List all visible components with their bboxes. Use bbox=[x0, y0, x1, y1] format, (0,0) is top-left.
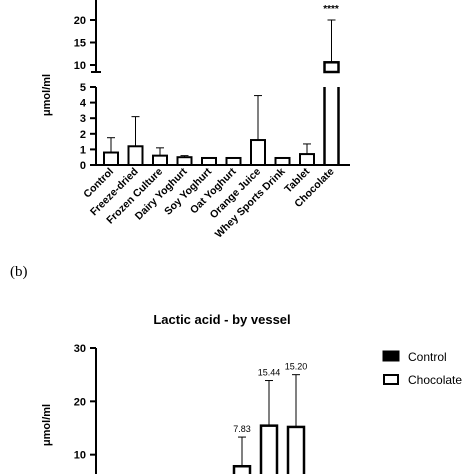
top-chart: μmol/ml 0 1 2 3 4 5 10 15 20 ControlFreeze-dried… bbox=[41, 0, 350, 241]
top-y-axis-title: μmol/ml bbox=[41, 74, 53, 116]
legend-swatch-control bbox=[382, 350, 400, 362]
legend-label-chocolate: Chocolate bbox=[408, 373, 462, 387]
top-y-tick-label: 2 bbox=[80, 129, 86, 141]
top-bar bbox=[201, 156, 217, 166]
legend: Control Chocolate bbox=[382, 350, 462, 387]
top-bar bbox=[152, 154, 168, 166]
top-bar bbox=[225, 156, 242, 166]
top-bar bbox=[274, 156, 291, 166]
bottom-data-label: 15.44 bbox=[258, 368, 281, 378]
top-y-tick-label: 1 bbox=[80, 144, 86, 156]
top-bar bbox=[323, 87, 340, 165]
top-y-tick-label: 10 bbox=[74, 60, 86, 72]
bottom-y-axis-title: μmol/ml bbox=[41, 404, 53, 446]
bottom-y-tick-label: 30 bbox=[74, 343, 86, 355]
top-axes: 0 1 2 3 4 5 10 15 20 bbox=[74, 0, 350, 172]
bottom-bar bbox=[232, 464, 252, 474]
panel-label: (b) bbox=[10, 264, 28, 280]
bottom-y-tick-label: 20 bbox=[74, 396, 86, 408]
bottom-chart: Lactic acid - by vessel μmol/ml 10 20 30 7… bbox=[41, 312, 462, 474]
top-bar bbox=[323, 61, 340, 74]
top-bar bbox=[103, 151, 119, 167]
top-y-tick-label: 0 bbox=[80, 160, 86, 172]
legend-label-control: Control bbox=[408, 350, 447, 364]
top-y-tick-label: 20 bbox=[74, 15, 86, 27]
top-y-tick-label: 15 bbox=[74, 38, 86, 50]
legend-swatch-chocolate bbox=[383, 374, 399, 385]
top-bar bbox=[250, 139, 266, 166]
significance-annotation: **** bbox=[323, 4, 339, 15]
top-y-tick-label: 4 bbox=[80, 98, 87, 110]
top-bar bbox=[176, 156, 193, 166]
bottom-data-label: 15.20 bbox=[285, 362, 308, 372]
bottom-axes: 10 20 30 bbox=[74, 343, 97, 474]
bottom-y-tick-label: 10 bbox=[74, 450, 86, 462]
top-bar bbox=[299, 153, 315, 167]
top-bar bbox=[127, 145, 144, 166]
top-y-tick-label: 5 bbox=[80, 82, 86, 94]
top-bars bbox=[103, 19, 340, 167]
bottom-bar bbox=[259, 424, 279, 474]
bottom-bar bbox=[286, 425, 306, 474]
bottom-data-label: 7.83 bbox=[233, 424, 251, 434]
chart-title: Lactic acid - by vessel bbox=[153, 312, 290, 327]
top-y-tick-label: 3 bbox=[80, 113, 86, 125]
